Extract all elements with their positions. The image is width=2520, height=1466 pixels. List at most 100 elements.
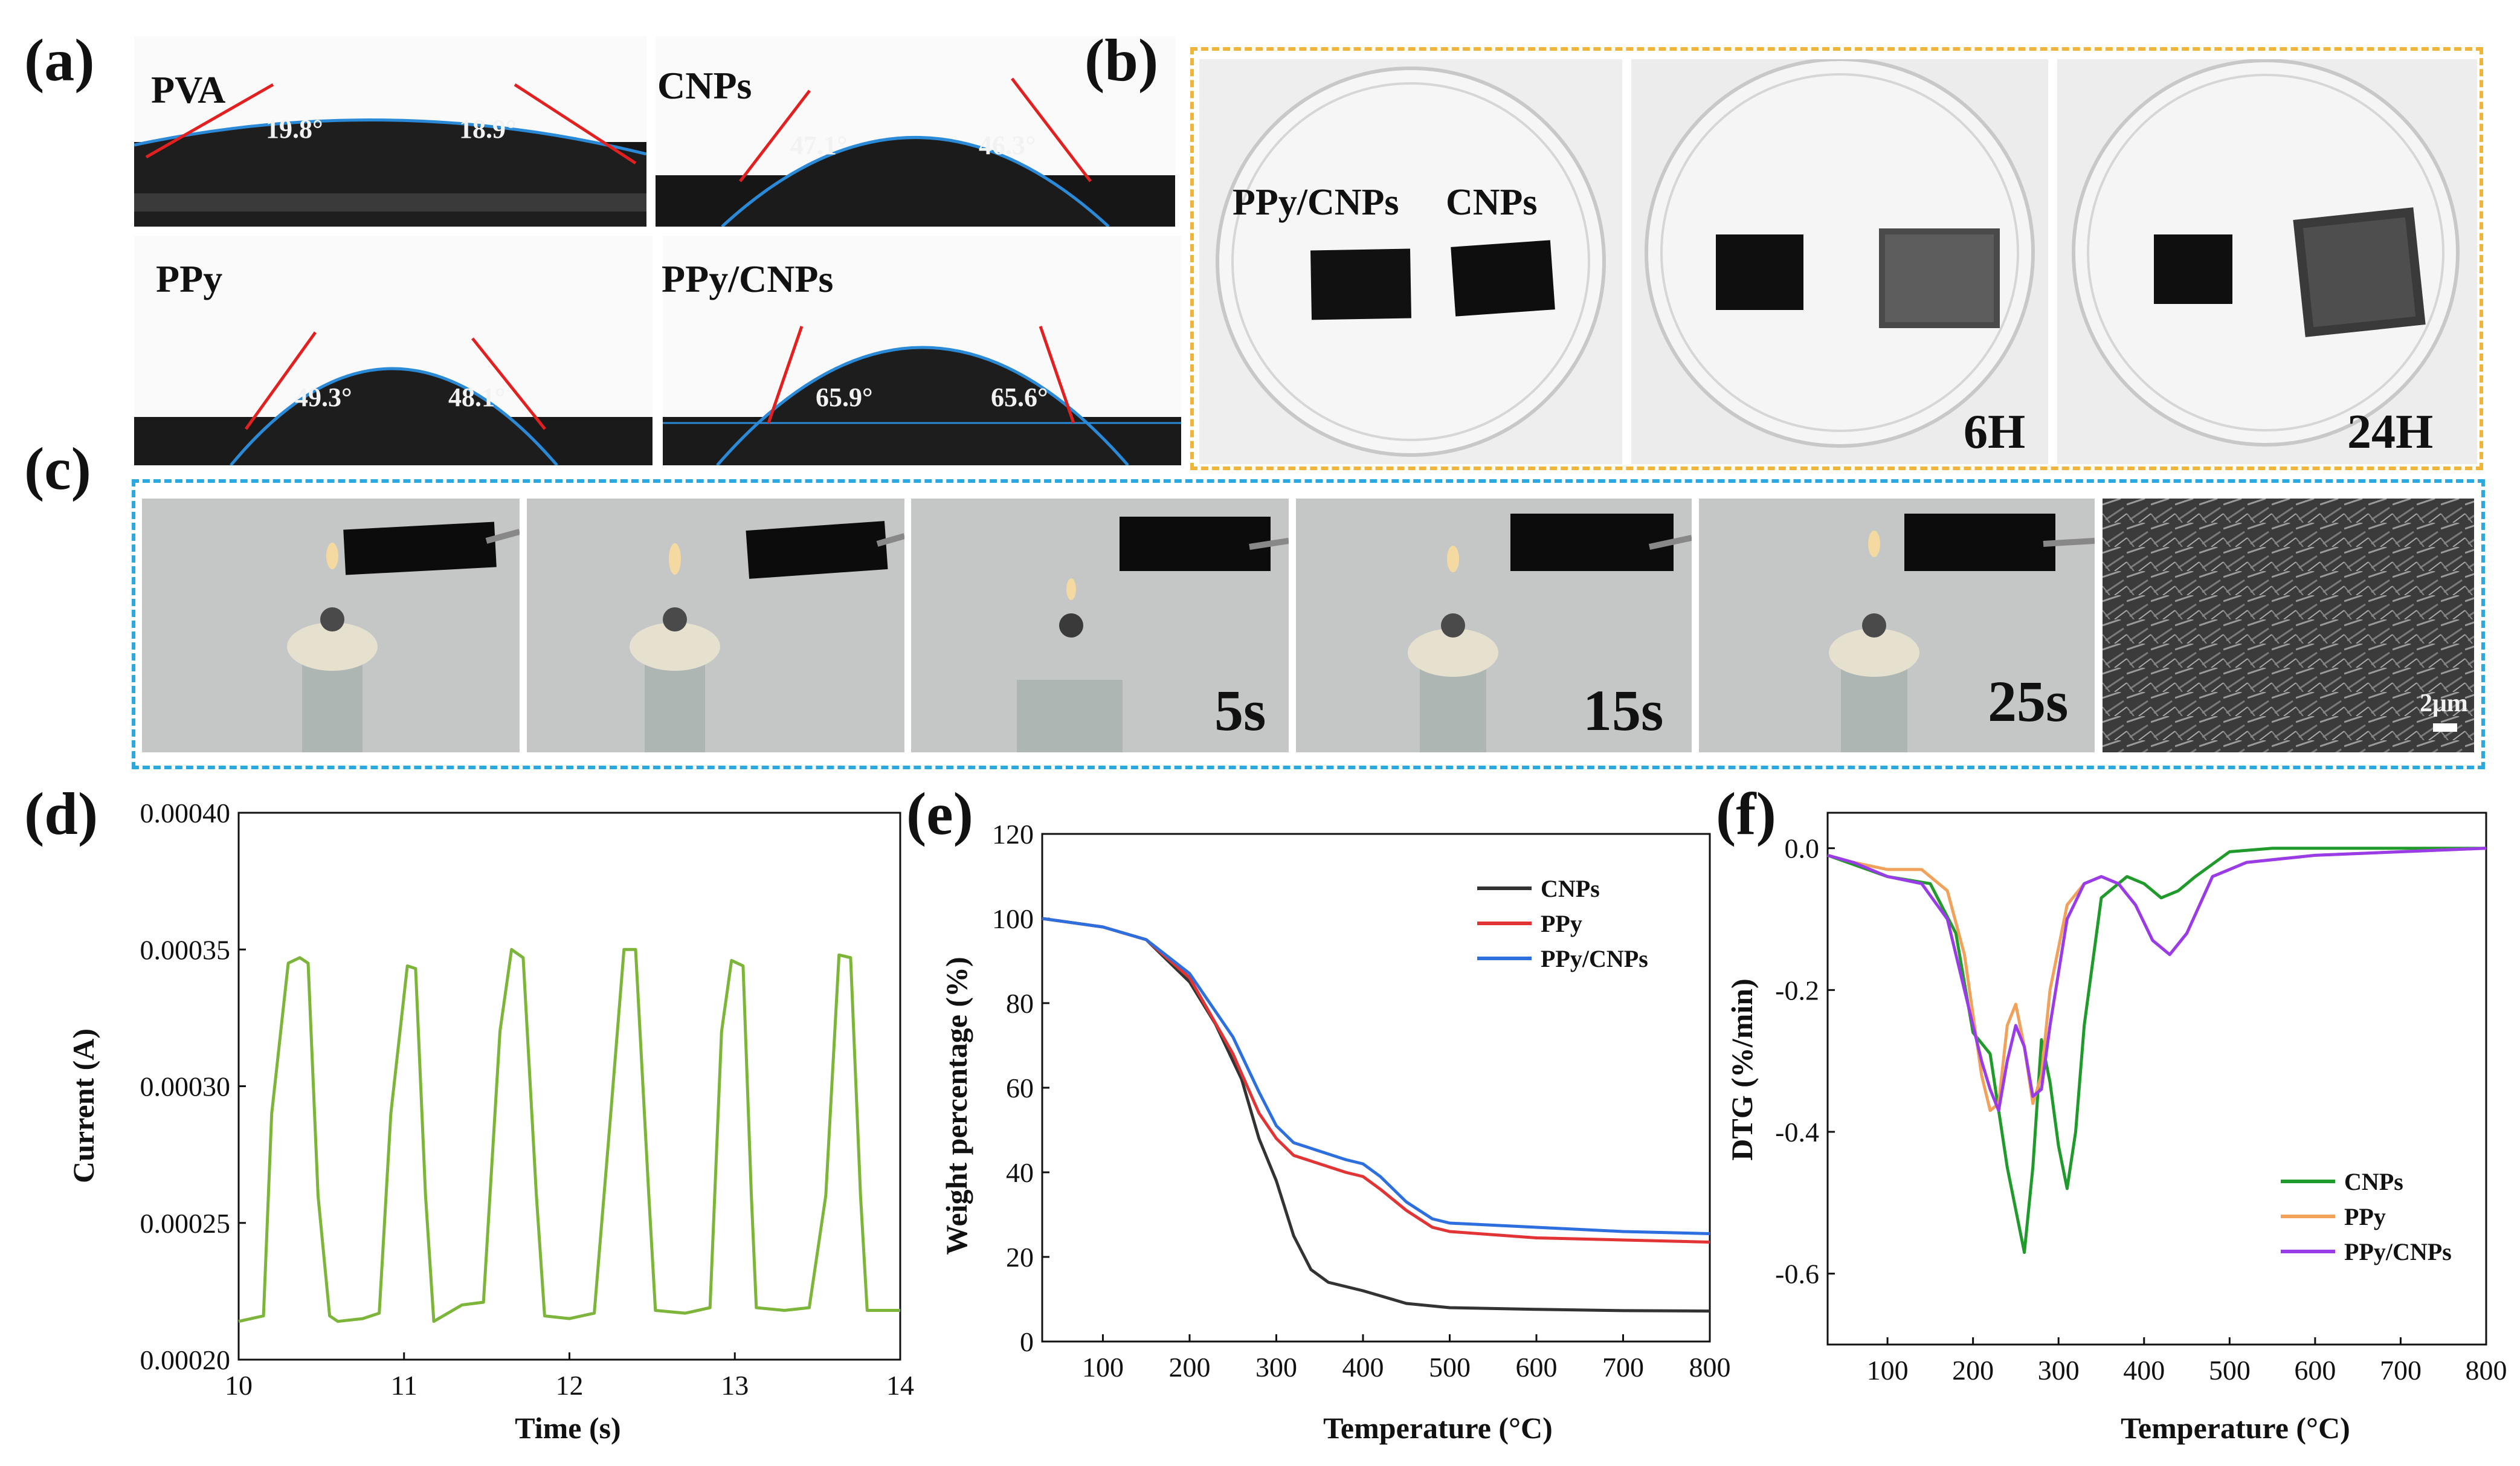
y-tick-label: 0.00030 bbox=[140, 1071, 231, 1102]
x-tick-label: 500 bbox=[2209, 1355, 2251, 1386]
y-tick-label: 0.0 bbox=[1785, 833, 1820, 864]
series-line-ppy-cnps bbox=[1827, 847, 2487, 1112]
y-tick-label: -0.6 bbox=[1775, 1259, 1819, 1290]
angle-left-pva: 19.8° bbox=[266, 114, 323, 144]
x-tick-label: 600 bbox=[2294, 1355, 2336, 1386]
x-tick-label: 13 bbox=[721, 1370, 749, 1401]
x-tick-label: 700 bbox=[2380, 1355, 2422, 1386]
panel-c-label: (c) bbox=[24, 435, 91, 502]
series-line-ppy-cnps bbox=[1042, 917, 1710, 1235]
y-tick-label: 60 bbox=[1006, 1073, 1034, 1103]
x-tick-label: 500 bbox=[1429, 1352, 1471, 1383]
contact-angle-photo-ppy bbox=[134, 236, 653, 465]
droplet-graphic bbox=[134, 36, 646, 227]
plot-frame bbox=[237, 812, 901, 1361]
chart-dtg: (f) 100 200 300 400 500 600 700 800 -0.6 -0.4 -0.2… bbox=[1716, 780, 2507, 1445]
dish-label-cnps: CNPs bbox=[1446, 182, 1538, 223]
flame-test-photo-1 bbox=[142, 499, 520, 752]
y-tick-label: 40 bbox=[1006, 1157, 1034, 1188]
series-line-current bbox=[238, 948, 900, 1323]
flame-test-graphic bbox=[911, 499, 1289, 752]
petri-dish-photo-24h bbox=[2057, 59, 2477, 464]
x-tick-label: 100 bbox=[1867, 1355, 1909, 1386]
x-tick-label: 14 bbox=[886, 1370, 914, 1401]
legend-label: PPy/CNPs bbox=[2344, 1238, 2452, 1265]
flame-time-15s: 15s bbox=[1583, 678, 1664, 743]
chart-f-ylabel: DTG (%/min) bbox=[1725, 978, 1759, 1160]
chart-e-xlabel: Temperature (°C) bbox=[1323, 1411, 1553, 1445]
x-tick-label: 10 bbox=[225, 1370, 253, 1401]
x-tick-label: 100 bbox=[1082, 1352, 1124, 1383]
flame-time-5s: 5s bbox=[1214, 678, 1266, 743]
chart-d-xlabel: Time (s) bbox=[515, 1411, 620, 1445]
x-tick-label: 800 bbox=[1689, 1352, 1731, 1383]
petri-dish-graphic bbox=[2057, 59, 2477, 464]
x-tick-label: 200 bbox=[1168, 1352, 1210, 1383]
flame-test-graphic bbox=[1296, 499, 1692, 752]
petri-dish-graphic bbox=[1199, 59, 1622, 464]
sem-image bbox=[2103, 499, 2474, 752]
chart-current-vs-time: (d) 10 11 12 13 14 0.00020 0.00025 0.00030 0.000… bbox=[24, 780, 914, 1445]
legend-label: CNPs bbox=[2344, 1168, 2403, 1195]
angle-right-cnps: 46.3° bbox=[979, 131, 1036, 160]
y-tick-label: 0.00020 bbox=[140, 1345, 231, 1375]
angle-right-ppy: 48.1° bbox=[448, 383, 506, 412]
panel-b-frame bbox=[1190, 47, 2483, 470]
flame-test-photo-25s bbox=[1699, 499, 2095, 752]
panel-e-label: (e) bbox=[906, 780, 973, 847]
droplet-graphic bbox=[663, 236, 1181, 465]
angle-right-ppy-cnps: 65.6° bbox=[991, 383, 1048, 412]
angle-left-ppy-cnps: 65.9° bbox=[816, 383, 873, 412]
plot-frame bbox=[1041, 833, 1711, 1343]
contact-angle-photo-cnps bbox=[656, 36, 1175, 227]
droplet-graphic bbox=[656, 36, 1175, 227]
panel-a-label: (a) bbox=[24, 27, 95, 94]
petri-dish-photo-6h bbox=[1631, 59, 2048, 464]
plot-frame bbox=[1826, 812, 2487, 1346]
sample-label-cnps: CNPs bbox=[657, 64, 752, 107]
y-tick-label: 120 bbox=[992, 819, 1034, 850]
legend-label: PPy/CNPs bbox=[1541, 945, 1648, 972]
x-tick-label: 200 bbox=[1952, 1355, 1994, 1386]
x-tick-label: 400 bbox=[1342, 1352, 1384, 1383]
angle-right-pva: 18.9° bbox=[459, 114, 517, 144]
sample-label-pva: PVA bbox=[151, 68, 226, 111]
petri-dish-photo-initial bbox=[1199, 59, 1622, 464]
legend-label: PPy bbox=[2344, 1203, 2386, 1230]
contact-angle-photo-pva bbox=[134, 36, 646, 227]
x-tick-label: 300 bbox=[2038, 1355, 2080, 1386]
panel-f-label: (f) bbox=[1716, 780, 1776, 847]
flame-test-graphic bbox=[1699, 499, 2095, 752]
legend-label: CNPs bbox=[1541, 875, 1600, 902]
x-tick-label: 300 bbox=[1255, 1352, 1297, 1383]
y-tick-label: 0.00040 bbox=[140, 798, 231, 828]
angle-left-cnps: 47.1° bbox=[790, 131, 848, 160]
dish-time-24h: 24H bbox=[2347, 405, 2434, 459]
droplet-graphic bbox=[134, 236, 653, 465]
y-tick-label: -0.2 bbox=[1775, 975, 1819, 1006]
petri-dish-graphic bbox=[1631, 59, 2048, 464]
dish-time-6h: 6H bbox=[1964, 405, 2026, 459]
sample-label-ppy-cnps: PPy/CNPs bbox=[662, 257, 834, 300]
sample-label-ppy: PPy bbox=[156, 257, 223, 300]
y-tick-label: 0.00025 bbox=[140, 1208, 231, 1239]
sem-scale-bar-label: 2μm bbox=[2420, 689, 2468, 717]
flame-time-25s: 25s bbox=[1988, 669, 2069, 734]
y-tick-label: 0 bbox=[1020, 1326, 1034, 1357]
x-tick-label: 12 bbox=[556, 1370, 584, 1401]
x-tick-label: 11 bbox=[391, 1370, 417, 1401]
y-tick-label: -0.4 bbox=[1775, 1117, 1819, 1148]
angle-left-ppy: 49.3° bbox=[295, 383, 352, 412]
series-line-ppy bbox=[1042, 917, 1710, 1244]
sem-texture-graphic bbox=[2103, 499, 2474, 752]
series-line-cnps bbox=[1042, 917, 1710, 1313]
y-tick-label: 100 bbox=[992, 903, 1034, 934]
flame-test-photo-5s bbox=[911, 499, 1289, 752]
legend-label: PPy bbox=[1541, 910, 1582, 937]
flame-test-photo-2 bbox=[527, 499, 904, 752]
x-tick-label: 800 bbox=[2466, 1355, 2507, 1386]
x-tick-label: 400 bbox=[2123, 1355, 2165, 1386]
y-tick-label: 0.00035 bbox=[140, 934, 231, 965]
chart-f-xlabel: Temperature (°C) bbox=[2121, 1411, 2350, 1445]
panel-b-label: (b) bbox=[1084, 27, 1159, 94]
